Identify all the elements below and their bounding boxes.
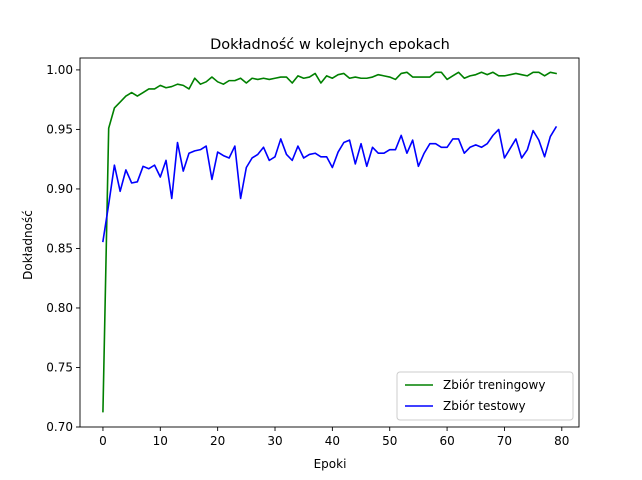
y-tick-label: 1.00 bbox=[46, 63, 73, 77]
x-tick-label: 10 bbox=[153, 434, 168, 448]
series-line-1 bbox=[102, 125, 558, 243]
x-axis: 0 10 20 30 40 50 60 70 80 bbox=[99, 427, 569, 448]
y-axis-label: Dokładność bbox=[21, 210, 35, 280]
y-tick-label: 0.80 bbox=[46, 301, 73, 315]
x-tick-label: 50 bbox=[382, 434, 397, 448]
legend: Zbiór treningowy Zbiór testowy bbox=[396, 371, 574, 421]
y-axis: 0.70 0.75 0.80 0.85 0.90 0.95 1.00 bbox=[46, 63, 80, 434]
axes-frame bbox=[79, 57, 580, 428]
y-tick-label: 0.85 bbox=[46, 241, 73, 255]
x-tick-label: 60 bbox=[439, 434, 454, 448]
x-tick-label: 20 bbox=[210, 434, 225, 448]
legend-label-1: Zbiór testowy bbox=[443, 399, 526, 413]
y-tick-label: 0.90 bbox=[46, 182, 73, 196]
y-tick-label: 0.70 bbox=[46, 420, 73, 434]
y-tick-label: 0.95 bbox=[46, 122, 73, 136]
x-tick-label: 70 bbox=[497, 434, 512, 448]
chart-title: Dokładność w kolejnych epokach bbox=[210, 37, 450, 53]
legend-box bbox=[396, 371, 574, 421]
x-tick-label: 30 bbox=[267, 434, 282, 448]
x-tick-label: 80 bbox=[554, 434, 569, 448]
x-tick-label: 0 bbox=[99, 434, 107, 448]
legend-label-0: Zbiór treningowy bbox=[443, 378, 545, 392]
plot-area bbox=[79, 57, 580, 428]
y-tick-label: 0.75 bbox=[46, 360, 73, 374]
series-line-0 bbox=[102, 71, 558, 413]
x-tick-label: 40 bbox=[325, 434, 340, 448]
x-axis-label: Epoki bbox=[314, 457, 347, 471]
